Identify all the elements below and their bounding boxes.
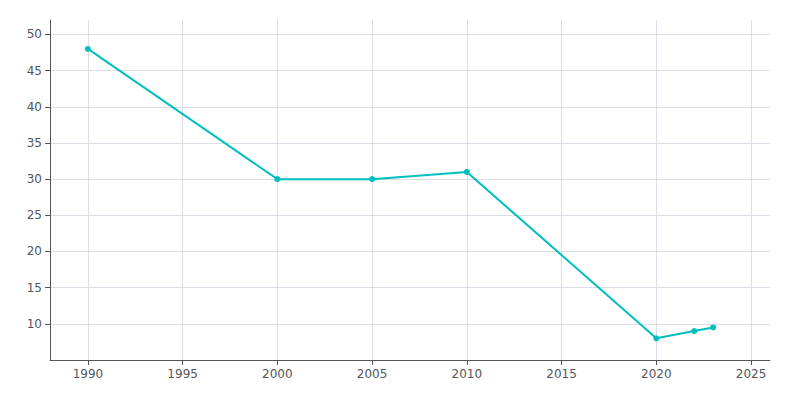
svg-text:40: 40 xyxy=(27,100,42,114)
svg-text:2010: 2010 xyxy=(452,367,483,381)
svg-text:1990: 1990 xyxy=(73,367,104,381)
svg-text:35: 35 xyxy=(27,136,42,150)
svg-text:1995: 1995 xyxy=(167,367,198,381)
svg-text:30: 30 xyxy=(27,172,42,186)
svg-text:2000: 2000 xyxy=(262,367,293,381)
svg-text:45: 45 xyxy=(27,64,42,78)
svg-text:10: 10 xyxy=(27,317,42,331)
svg-text:15: 15 xyxy=(27,281,42,295)
svg-text:2020: 2020 xyxy=(641,367,672,381)
svg-text:20: 20 xyxy=(27,244,42,258)
svg-text:50: 50 xyxy=(27,27,42,41)
svg-text:2005: 2005 xyxy=(357,367,388,381)
svg-text:2025: 2025 xyxy=(736,367,767,381)
svg-text:25: 25 xyxy=(27,208,42,222)
svg-text:2015: 2015 xyxy=(546,367,577,381)
